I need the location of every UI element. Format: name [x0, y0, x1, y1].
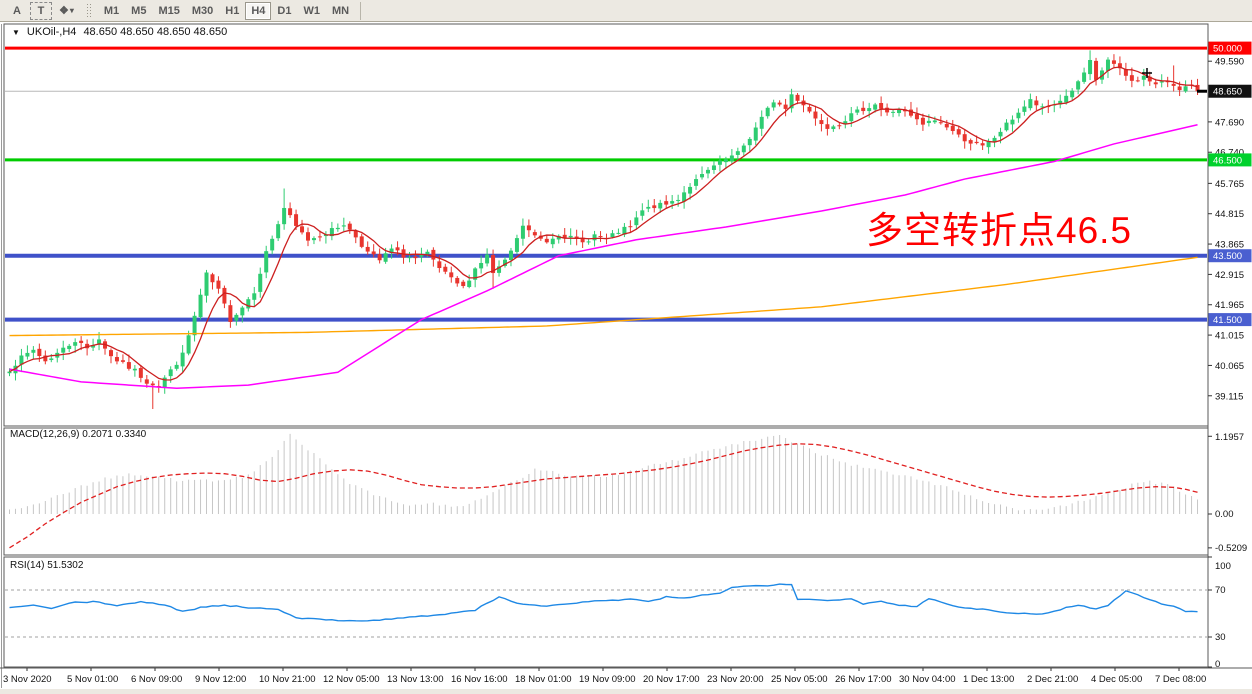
svg-text:23 Nov 20:00: 23 Nov 20:00 — [707, 674, 764, 685]
svg-text:43.865: 43.865 — [1215, 240, 1244, 251]
moving-averages — [9, 66, 1198, 390]
toolbar-drag-handle[interactable] — [85, 2, 91, 19]
svg-text:46.500: 46.500 — [1213, 155, 1242, 166]
timeframe-MN[interactable]: MN — [331, 4, 350, 17]
text-annotation[interactable]: 多空转折点46.5 — [866, 210, 1133, 251]
svg-text:46.740: 46.740 — [1215, 148, 1244, 159]
svg-text:-0.5209: -0.5209 — [1215, 543, 1247, 554]
svg-text:41.500: 41.500 — [1213, 315, 1242, 326]
svg-text:40.065: 40.065 — [1215, 361, 1244, 372]
svg-text:50.000: 50.000 — [1213, 44, 1242, 55]
svg-text:1 Dec 13:00: 1 Dec 13:00 — [963, 674, 1014, 685]
price-axis: 49.590 47.690 46.740 45.765 44.815 43.865 42.9… — [1208, 57, 1247, 670]
svg-text:9 Nov 12:00: 9 Nov 12:00 — [195, 674, 246, 685]
svg-text:42.915: 42.915 — [1215, 270, 1244, 281]
svg-text:20 Nov 17:00: 20 Nov 17:00 — [643, 674, 700, 685]
svg-text:45.765: 45.765 — [1215, 179, 1244, 190]
text-tool-button[interactable]: T — [30, 1, 52, 20]
svg-text:13 Nov 13:00: 13 Nov 13:00 — [387, 674, 444, 685]
shapes-icon: ❖ — [59, 5, 69, 17]
svg-text:70: 70 — [1215, 585, 1226, 596]
svg-text:100: 100 — [1215, 561, 1231, 572]
svg-text:30 Nov 04:00: 30 Nov 04:00 — [899, 674, 956, 685]
svg-text:43.500: 43.500 — [1213, 251, 1242, 262]
chart-title: ▼ UKOil-,H4 48.650 48.650 48.650 48.650 — [12, 26, 227, 38]
svg-text:49.590: 49.590 — [1215, 57, 1244, 68]
candles-layer — [7, 50, 1200, 410]
rsi-indicator-label: RSI(14) 51.5302 — [10, 560, 84, 571]
window-bottom-edge — [0, 689, 1252, 694]
svg-text:16 Nov 16:00: 16 Nov 16:00 — [451, 674, 508, 685]
svg-text:2 Dec 21:00: 2 Dec 21:00 — [1027, 674, 1078, 685]
timeframe-group: M1 M5 M15 M30 H1 H4 D1 W1 MN — [98, 1, 355, 20]
svg-text:26 Nov 17:00: 26 Nov 17:00 — [835, 674, 892, 685]
timeframe-M15[interactable]: M15 — [158, 4, 180, 17]
svg-text:5 Nov 01:00: 5 Nov 01:00 — [67, 674, 118, 685]
timeframe-W1[interactable]: W1 — [303, 4, 320, 17]
svg-text:6 Nov 09:00: 6 Nov 09:00 — [131, 674, 182, 685]
svg-text:7 Dec 08:00: 7 Dec 08:00 — [1155, 674, 1206, 685]
rsi-layer — [5, 583, 1207, 638]
ohlc-values: 48.650 48.650 48.650 48.650 — [83, 26, 228, 38]
svg-text:44.815: 44.815 — [1215, 209, 1244, 220]
timeframe-H4[interactable]: H4 — [245, 1, 272, 20]
horizontal-level-lines — [5, 46, 1207, 322]
font-tool-button[interactable]: A — [13, 4, 21, 17]
price-badge: 41.500 — [1208, 313, 1252, 327]
shapes-tool-button[interactable]: ❖ ▾ — [54, 2, 79, 20]
timeframe-D1[interactable]: D1 — [277, 4, 292, 17]
svg-text:30: 30 — [1215, 632, 1226, 643]
svg-text:12 Nov 05:00: 12 Nov 05:00 — [323, 674, 380, 685]
toolbar: A T ❖ ▾ M1 M5 M15 M30 H1 H4 D1 W1 MN — [0, 0, 1252, 22]
svg-text:39.115: 39.115 — [1215, 391, 1243, 402]
price-badge: 46.500 — [1208, 153, 1252, 167]
svg-text:48.650: 48.650 — [1213, 87, 1242, 98]
macd-indicator-label: MACD(12,26,9) 0.2071 0.3340 — [10, 429, 147, 440]
svg-text:1.1957: 1.1957 — [1215, 432, 1244, 443]
svg-text:3 Nov 2020: 3 Nov 2020 — [3, 674, 52, 685]
svg-text:0.00: 0.00 — [1215, 509, 1234, 520]
panel-frames — [0, 23, 1252, 688]
price-badge: 50.000 — [1208, 41, 1252, 55]
price-badge: 43.500 — [1208, 249, 1252, 263]
svg-text:10 Nov 21:00: 10 Nov 21:00 — [259, 674, 316, 685]
date-axis: 3 Nov 2020 5 Nov 01:00 6 Nov 09:00 9 Nov 12… — [3, 668, 1206, 685]
timeframe-M5[interactable]: M5 — [131, 4, 147, 17]
svg-text:41.965: 41.965 — [1215, 300, 1244, 311]
price-badge: 48.650 — [1208, 84, 1252, 98]
svg-text:19 Nov 09:00: 19 Nov 09:00 — [579, 674, 636, 685]
symbol-dropdown-icon[interactable]: ▼ — [12, 27, 20, 37]
timeframe-H1[interactable]: H1 — [225, 4, 240, 17]
svg-text:4 Dec 05:00: 4 Dec 05:00 — [1091, 674, 1142, 685]
svg-text:0: 0 — [1215, 659, 1220, 670]
timeframe-M30[interactable]: M30 — [191, 4, 214, 17]
svg-text:41.015: 41.015 — [1215, 331, 1244, 342]
price-markers — [1142, 68, 1207, 93]
svg-text:25 Nov 05:00: 25 Nov 05:00 — [771, 674, 828, 685]
svg-text:18 Nov 01:00: 18 Nov 01:00 — [515, 674, 572, 685]
timeframe-M1[interactable]: M1 — [103, 4, 120, 17]
symbol-label: UKOil-,H4 — [26, 26, 77, 38]
macd-layer — [9, 433, 1199, 549]
svg-text:47.690: 47.690 — [1215, 117, 1244, 128]
chevron-down-icon: ▾ — [69, 6, 74, 15]
toolbar-separator — [360, 1, 362, 20]
